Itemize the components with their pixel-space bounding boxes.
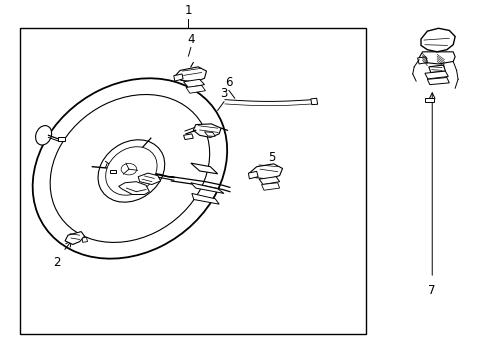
Polygon shape [417,57,427,64]
Text: 6: 6 [224,76,232,89]
Polygon shape [191,193,219,204]
Polygon shape [420,28,454,52]
Ellipse shape [121,163,137,175]
Ellipse shape [33,78,227,258]
Polygon shape [190,183,224,193]
Polygon shape [173,74,183,81]
Text: 4: 4 [187,33,194,46]
Polygon shape [185,85,205,93]
Polygon shape [424,98,433,103]
Polygon shape [428,65,445,72]
Ellipse shape [105,147,157,195]
Polygon shape [418,52,454,64]
Text: 3: 3 [220,87,227,100]
Polygon shape [183,79,204,87]
Ellipse shape [36,126,52,145]
Polygon shape [204,132,215,136]
Polygon shape [310,98,317,105]
Polygon shape [183,134,193,140]
Polygon shape [249,164,282,179]
Polygon shape [138,173,160,185]
Polygon shape [119,182,149,194]
Polygon shape [261,183,279,190]
Text: 5: 5 [267,151,274,164]
Polygon shape [110,170,116,173]
Polygon shape [82,237,87,242]
Polygon shape [248,171,258,179]
Ellipse shape [50,95,209,242]
Polygon shape [58,138,65,141]
Text: 7: 7 [427,284,435,297]
Polygon shape [190,163,217,174]
Polygon shape [259,177,279,185]
Polygon shape [175,67,206,82]
Polygon shape [193,124,221,138]
Polygon shape [424,71,447,79]
Ellipse shape [98,140,164,202]
Polygon shape [427,77,448,85]
Bar [20,28,366,334]
Text: 2: 2 [53,256,61,269]
Text: 1: 1 [184,4,192,17]
Polygon shape [65,231,84,244]
